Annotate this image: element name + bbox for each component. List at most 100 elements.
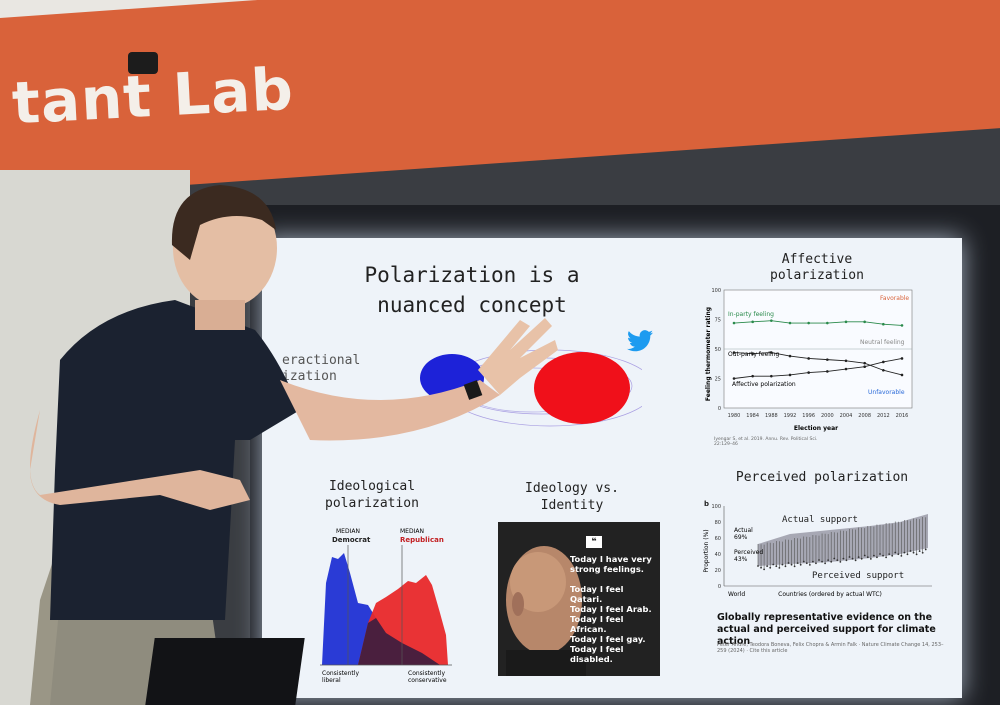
series-point bbox=[882, 360, 885, 364]
unfavorable-label: Unfavorable bbox=[868, 389, 905, 396]
ideological-chart: MEDIAN Democrat MEDIAN Republican Consis… bbox=[320, 528, 452, 684]
perceived-dot bbox=[781, 563, 784, 566]
perceived-dot bbox=[836, 559, 839, 562]
perceived-dot bbox=[793, 565, 796, 568]
perceived-dot bbox=[857, 556, 860, 558]
perceived-dot bbox=[866, 556, 869, 559]
y-tick-label: 0 bbox=[718, 406, 721, 412]
perceived-dot bbox=[833, 557, 836, 560]
series-point bbox=[751, 320, 754, 324]
presenter-shirt bbox=[50, 300, 300, 620]
series-point bbox=[788, 354, 792, 358]
x-tick-label: 1996 bbox=[802, 413, 815, 419]
series-point bbox=[788, 321, 792, 325]
perceived-dot bbox=[787, 562, 790, 564]
perceived-title: Perceived polarization bbox=[735, 470, 909, 485]
slide-title: Polarization is a nuanced concept bbox=[364, 263, 580, 317]
affective-citation: Iyengar S, et al. 2019. Annu. Rev. Polit… bbox=[714, 437, 818, 447]
x-tick-label: 2016 bbox=[896, 413, 909, 419]
twitter-bird-icon bbox=[627, 330, 653, 352]
perceived-dot bbox=[918, 550, 921, 552]
perceived-dot bbox=[924, 548, 927, 551]
perceived-dot bbox=[851, 557, 854, 560]
red-cluster bbox=[534, 352, 630, 424]
series-point bbox=[900, 324, 904, 327]
ideological-title: Ideological polarization bbox=[325, 479, 419, 511]
x-tick-label: 1988 bbox=[765, 413, 778, 419]
pp-y-tick: 100 bbox=[711, 504, 721, 510]
perceived-dot bbox=[778, 567, 781, 569]
y-tick-label: 25 bbox=[715, 377, 721, 383]
perceived-dot bbox=[860, 557, 863, 560]
actual-support-label: Actual support bbox=[782, 515, 858, 525]
perceived-dot bbox=[873, 554, 875, 557]
perceived-support-label: Perceived support bbox=[812, 571, 904, 581]
median-dem-label: Democrat bbox=[332, 536, 371, 544]
perceived-dot bbox=[906, 553, 909, 556]
perceived-dot bbox=[772, 563, 775, 566]
panel-letter: b bbox=[704, 500, 709, 508]
perceived-dot bbox=[882, 554, 884, 557]
x-axis-label: Election year bbox=[794, 425, 838, 432]
consistently-conservative-2: conservative bbox=[408, 677, 447, 684]
perceived-dot bbox=[888, 553, 891, 555]
perceived-dot bbox=[757, 565, 759, 567]
interactional-label: eractional ization bbox=[282, 353, 361, 384]
perceived-dot bbox=[897, 553, 900, 556]
series-point bbox=[732, 321, 736, 325]
perceived-dot bbox=[827, 559, 830, 561]
affective-label: Affective polarization bbox=[732, 381, 796, 388]
series-point bbox=[770, 351, 773, 354]
series-point bbox=[844, 359, 848, 363]
series-point bbox=[882, 368, 885, 372]
perceived-chart: b 100 80 60 40 20 0 Actual support Perceived … bbox=[703, 500, 932, 598]
perceived-dot bbox=[863, 554, 866, 557]
neutral-label: Neutral feeling bbox=[860, 339, 905, 346]
favorable-label: Favorable bbox=[880, 295, 909, 302]
y-tick-label: 50 bbox=[715, 347, 721, 353]
perceived-dot bbox=[894, 551, 897, 554]
wristwatch bbox=[463, 380, 483, 400]
portrait-graphic bbox=[506, 546, 586, 676]
perceived-dot bbox=[830, 560, 833, 563]
out-party-label: Out-party feeling bbox=[728, 351, 779, 358]
perceived-dot bbox=[891, 554, 894, 557]
pp-y-tick: 80 bbox=[715, 520, 721, 526]
perceived-dot bbox=[869, 558, 872, 560]
world-label: World bbox=[728, 591, 745, 598]
perceived-dot bbox=[769, 566, 772, 569]
series-point bbox=[882, 322, 885, 326]
series-point bbox=[807, 357, 810, 360]
series-point bbox=[900, 357, 904, 360]
perceived-dot bbox=[821, 560, 823, 563]
x-tick-label: 1992 bbox=[784, 413, 797, 419]
presenter-arm bbox=[280, 380, 500, 441]
x-tick-label: 2004 bbox=[840, 413, 853, 419]
poster-text: Today I have very strong feelings. Today… bbox=[570, 554, 652, 676]
perceived-dot bbox=[876, 556, 878, 559]
perceived-dot bbox=[775, 565, 778, 568]
x-tick-label: 2000 bbox=[821, 413, 834, 419]
consistently-liberal-1: Consistently bbox=[322, 670, 359, 677]
perceived-dot bbox=[885, 556, 887, 559]
perceived-dot bbox=[909, 550, 912, 552]
series-line-1 bbox=[733, 352, 903, 376]
perceived-dot bbox=[784, 565, 787, 568]
actual-note: Actual bbox=[734, 527, 753, 534]
pp-y-tick: 0 bbox=[718, 584, 721, 590]
presenter bbox=[30, 185, 558, 705]
presentation-slide: Polarization is a nuanced concept eracti… bbox=[262, 238, 962, 698]
median-rep-label: Republican bbox=[400, 536, 444, 544]
perceived-dot bbox=[845, 559, 848, 562]
pp-y-tick: 60 bbox=[715, 536, 721, 542]
series-line-2 bbox=[733, 357, 903, 379]
overlap-region bbox=[358, 618, 440, 665]
y-tick-label: 75 bbox=[715, 318, 721, 324]
in-party-label: In-party feeling bbox=[728, 311, 774, 318]
pp-y-tick: 40 bbox=[715, 552, 721, 558]
perceived-dot bbox=[900, 555, 903, 557]
series-point bbox=[863, 320, 866, 324]
series-point bbox=[863, 361, 866, 365]
security-camera bbox=[128, 52, 158, 74]
perceived-note: Perceived bbox=[734, 549, 763, 556]
